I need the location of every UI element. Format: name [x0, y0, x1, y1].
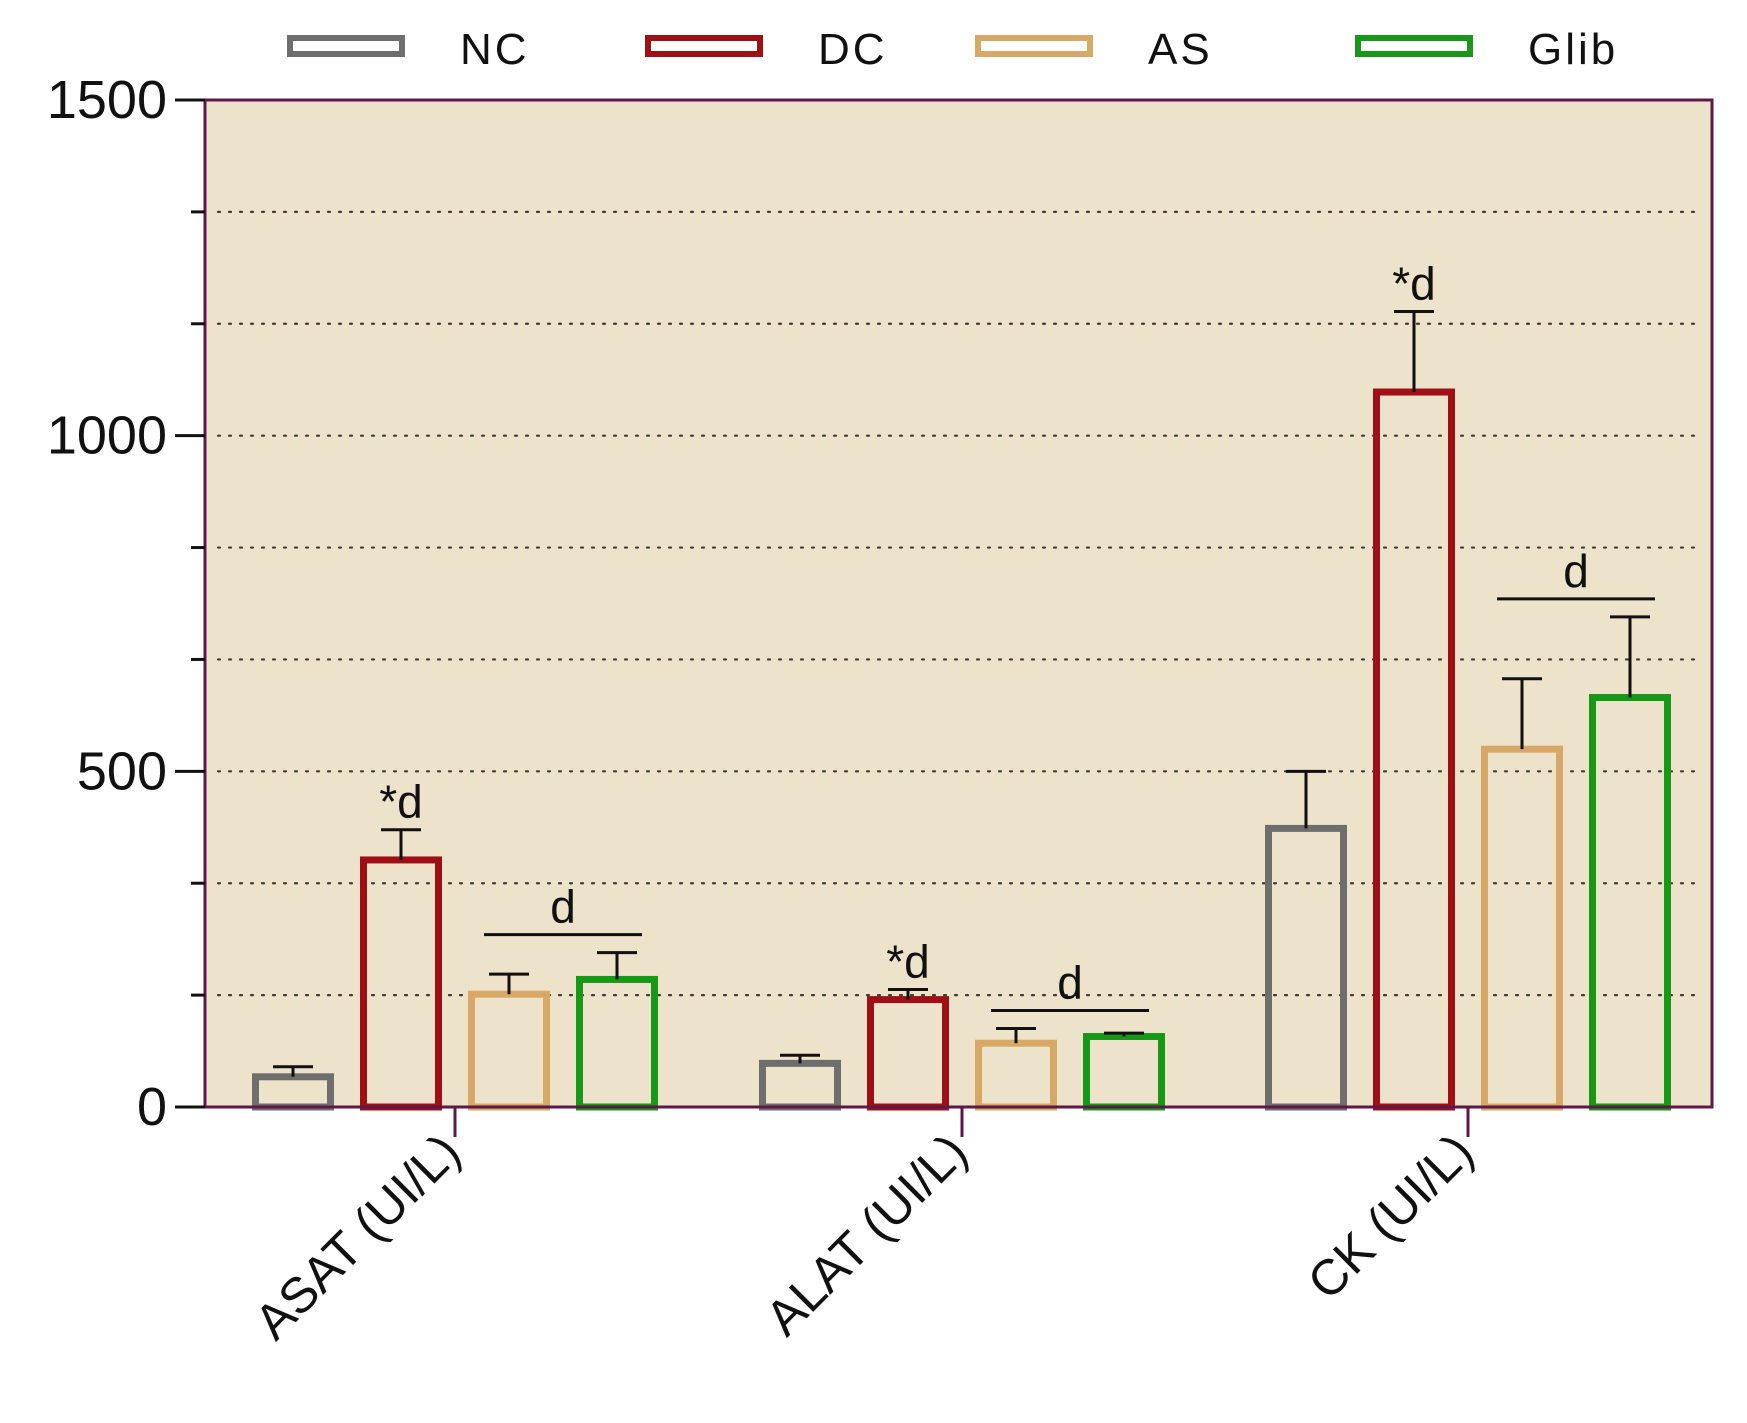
- x-tick-label: ALAT (UI/L): [755, 1123, 978, 1346]
- legend-label: AS: [1148, 25, 1213, 74]
- x-tick-label: ASAT (UI/L): [244, 1123, 471, 1350]
- plot-frame: [203, 98, 1714, 1109]
- legend-label: DC: [818, 25, 888, 74]
- significance-label: *d: [886, 936, 929, 988]
- significance-label: *d: [379, 776, 422, 828]
- legend-swatch: [645, 35, 763, 57]
- significance-label: d: [1057, 956, 1083, 1008]
- annotations: *d d *d d *d d: [379, 257, 1655, 1012]
- legend-label: NC: [460, 25, 530, 74]
- y-tick-label: 500: [77, 741, 167, 801]
- y-tick-label: 1000: [47, 406, 167, 466]
- plot-background: [205, 100, 1712, 1107]
- significance-label: d: [1563, 545, 1589, 597]
- legend: NC DC AS Glib: [287, 25, 1618, 74]
- legend-swatch: [287, 35, 405, 57]
- y-tick-label: 0: [137, 1077, 167, 1137]
- legend-label: Glib: [1528, 25, 1618, 74]
- y-tick-label: 1500: [47, 70, 167, 130]
- legend-swatch: [975, 35, 1093, 57]
- legend-swatch: [1355, 35, 1473, 57]
- significance-label: *d: [1392, 257, 1435, 309]
- significance-label: d: [550, 881, 576, 933]
- x-tick-label: CK (UI/L): [1297, 1123, 1484, 1310]
